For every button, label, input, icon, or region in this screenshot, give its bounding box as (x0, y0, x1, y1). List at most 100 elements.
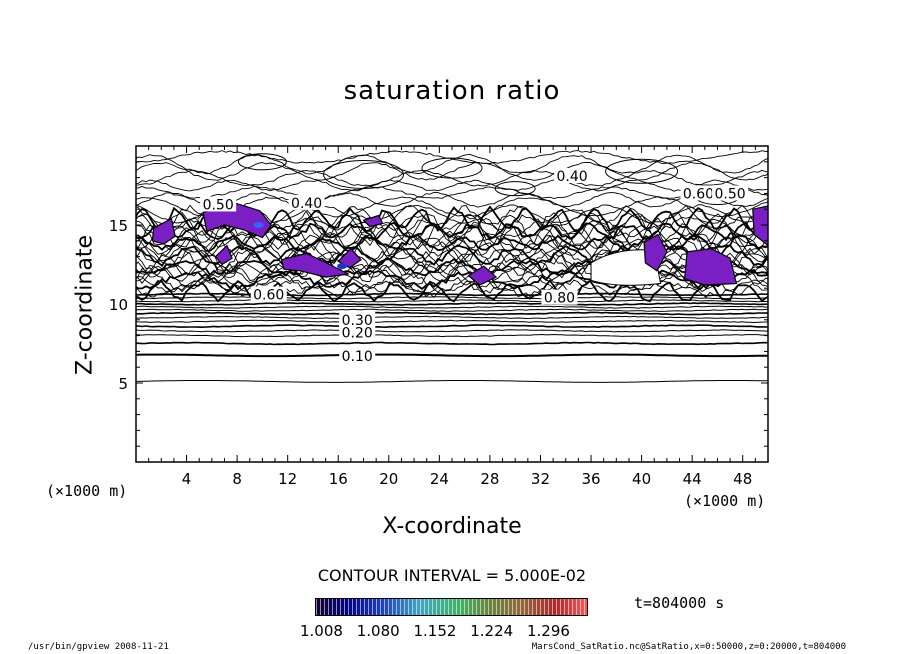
contour-line (136, 230, 768, 251)
contour-line (136, 269, 768, 291)
y-tick-label: 10 (109, 296, 128, 314)
time-label: t=804000 s (634, 594, 725, 612)
x-axis-label: X-coordinate (382, 514, 522, 539)
y-tick-label: 15 (109, 217, 128, 235)
contour-field: 0.100.200.300.400.400.500.60 0.500.800.60 (136, 150, 768, 383)
contour-line (136, 341, 768, 346)
contour-line (136, 150, 768, 165)
x-tick-label: 16 (329, 470, 348, 488)
high-saturation-spot (253, 222, 264, 228)
colorbar (315, 598, 588, 616)
footer-data-source: MarsCond_SatRatio.nc@SatRatio,x=0:50000,… (531, 642, 846, 652)
y-tick-label: 5 (118, 375, 128, 393)
clear-region (590, 249, 662, 286)
colorbar-tick-label: 1.152 (413, 622, 457, 640)
contour-label: 0.60 (253, 288, 284, 304)
x-axis-unit: (×1000 m) (684, 492, 766, 510)
y-axis-label: Z-coordinate (72, 235, 98, 375)
x-tick-label: 32 (531, 470, 550, 488)
contour-label-bg (541, 289, 578, 305)
contour-label-bg (339, 348, 376, 364)
contour-label-bg (250, 286, 287, 302)
contour-label-bg (288, 194, 325, 210)
contour-loop (237, 153, 287, 171)
contour-line (136, 179, 768, 192)
contour-line (136, 380, 768, 383)
supersaturation-region (215, 244, 233, 266)
contour-line (136, 191, 768, 208)
supersaturation-region (280, 252, 349, 278)
chart-title: saturation ratio (343, 76, 561, 106)
contour-label: 0.60 (683, 186, 714, 202)
contour-label: 0.50 (714, 186, 745, 202)
colorbar-ticks: 1.008 1.080 1.152 1.224 1.296 (300, 622, 570, 640)
supersaturation-region (684, 248, 737, 286)
contour-line (136, 324, 768, 329)
contour-line (136, 279, 768, 299)
contour-loop (323, 159, 405, 189)
contour-line (136, 275, 768, 296)
x-tick-label: 4 (182, 470, 192, 488)
contour-label: 0.50 (203, 197, 234, 213)
contour-line (136, 333, 768, 338)
contour-loop (494, 181, 536, 197)
x-tick-label: 8 (232, 470, 242, 488)
y-axis-unit: (×1000 m) (46, 482, 128, 500)
x-tick-label: 36 (581, 470, 600, 488)
high-saturation-spot (337, 263, 348, 270)
x-tick-label: 40 (632, 470, 651, 488)
contour-line (136, 319, 768, 324)
contour-label-bg (680, 185, 717, 201)
contour-line (136, 329, 768, 333)
colorbar-stripes (316, 599, 587, 615)
supersaturation-region (202, 202, 272, 239)
contour-line (136, 262, 768, 285)
contour-label: 0.20 (342, 325, 373, 341)
contour-line (136, 353, 768, 358)
contour-line (136, 185, 768, 199)
contour-line (136, 161, 768, 181)
supersaturation-region (752, 205, 768, 247)
x-tick-label: 48 (733, 470, 752, 488)
colorbar-tick-label: 1.008 (300, 622, 343, 640)
contour-line (136, 210, 768, 240)
contour-line (136, 302, 768, 306)
contour-line (136, 315, 768, 320)
x-tick-label: 20 (379, 470, 398, 488)
contour-label: 0.40 (556, 169, 587, 185)
contour-line (136, 250, 768, 278)
contour-label: 0.40 (291, 196, 322, 212)
contour-label: 0.80 (544, 291, 575, 307)
contour-line (136, 153, 768, 175)
contour-label-bg (712, 185, 749, 201)
contour-line (136, 222, 768, 248)
contour-line (136, 279, 768, 303)
footer-program-info: /usr/bin/gpview 2008-11-21 (28, 642, 169, 652)
colorbar-tick-label: 1.296 (527, 622, 570, 640)
supersaturation-region (362, 214, 384, 228)
contour-loop (605, 158, 679, 184)
contour-line (136, 296, 768, 300)
contour-label: 0.30 (342, 313, 373, 329)
colorbar-tick-label: 1.224 (470, 622, 514, 640)
contour-line (136, 305, 768, 309)
colorbar-tick-label: 1.080 (356, 622, 400, 640)
x-tick-label: 28 (480, 470, 499, 488)
contour-label-bg (200, 196, 237, 212)
supersaturation-region (467, 265, 497, 286)
contour-label-bg (339, 311, 376, 327)
contour-loop (421, 157, 483, 179)
contour-label: 0.10 (342, 349, 373, 365)
contour-line (136, 292, 768, 297)
contour-interval-label: CONTOUR INTERVAL = 5.000E-02 (317, 566, 587, 585)
contour-label-bg (339, 324, 376, 340)
supersaturation-region (643, 233, 668, 272)
contour-line (136, 311, 768, 316)
contour-label-bg (554, 168, 591, 184)
x-tick-label: 44 (683, 470, 702, 488)
contour-line (136, 263, 768, 290)
supersaturation-region (151, 218, 176, 245)
x-tick-label: 24 (430, 470, 449, 488)
contour-line (136, 308, 768, 312)
